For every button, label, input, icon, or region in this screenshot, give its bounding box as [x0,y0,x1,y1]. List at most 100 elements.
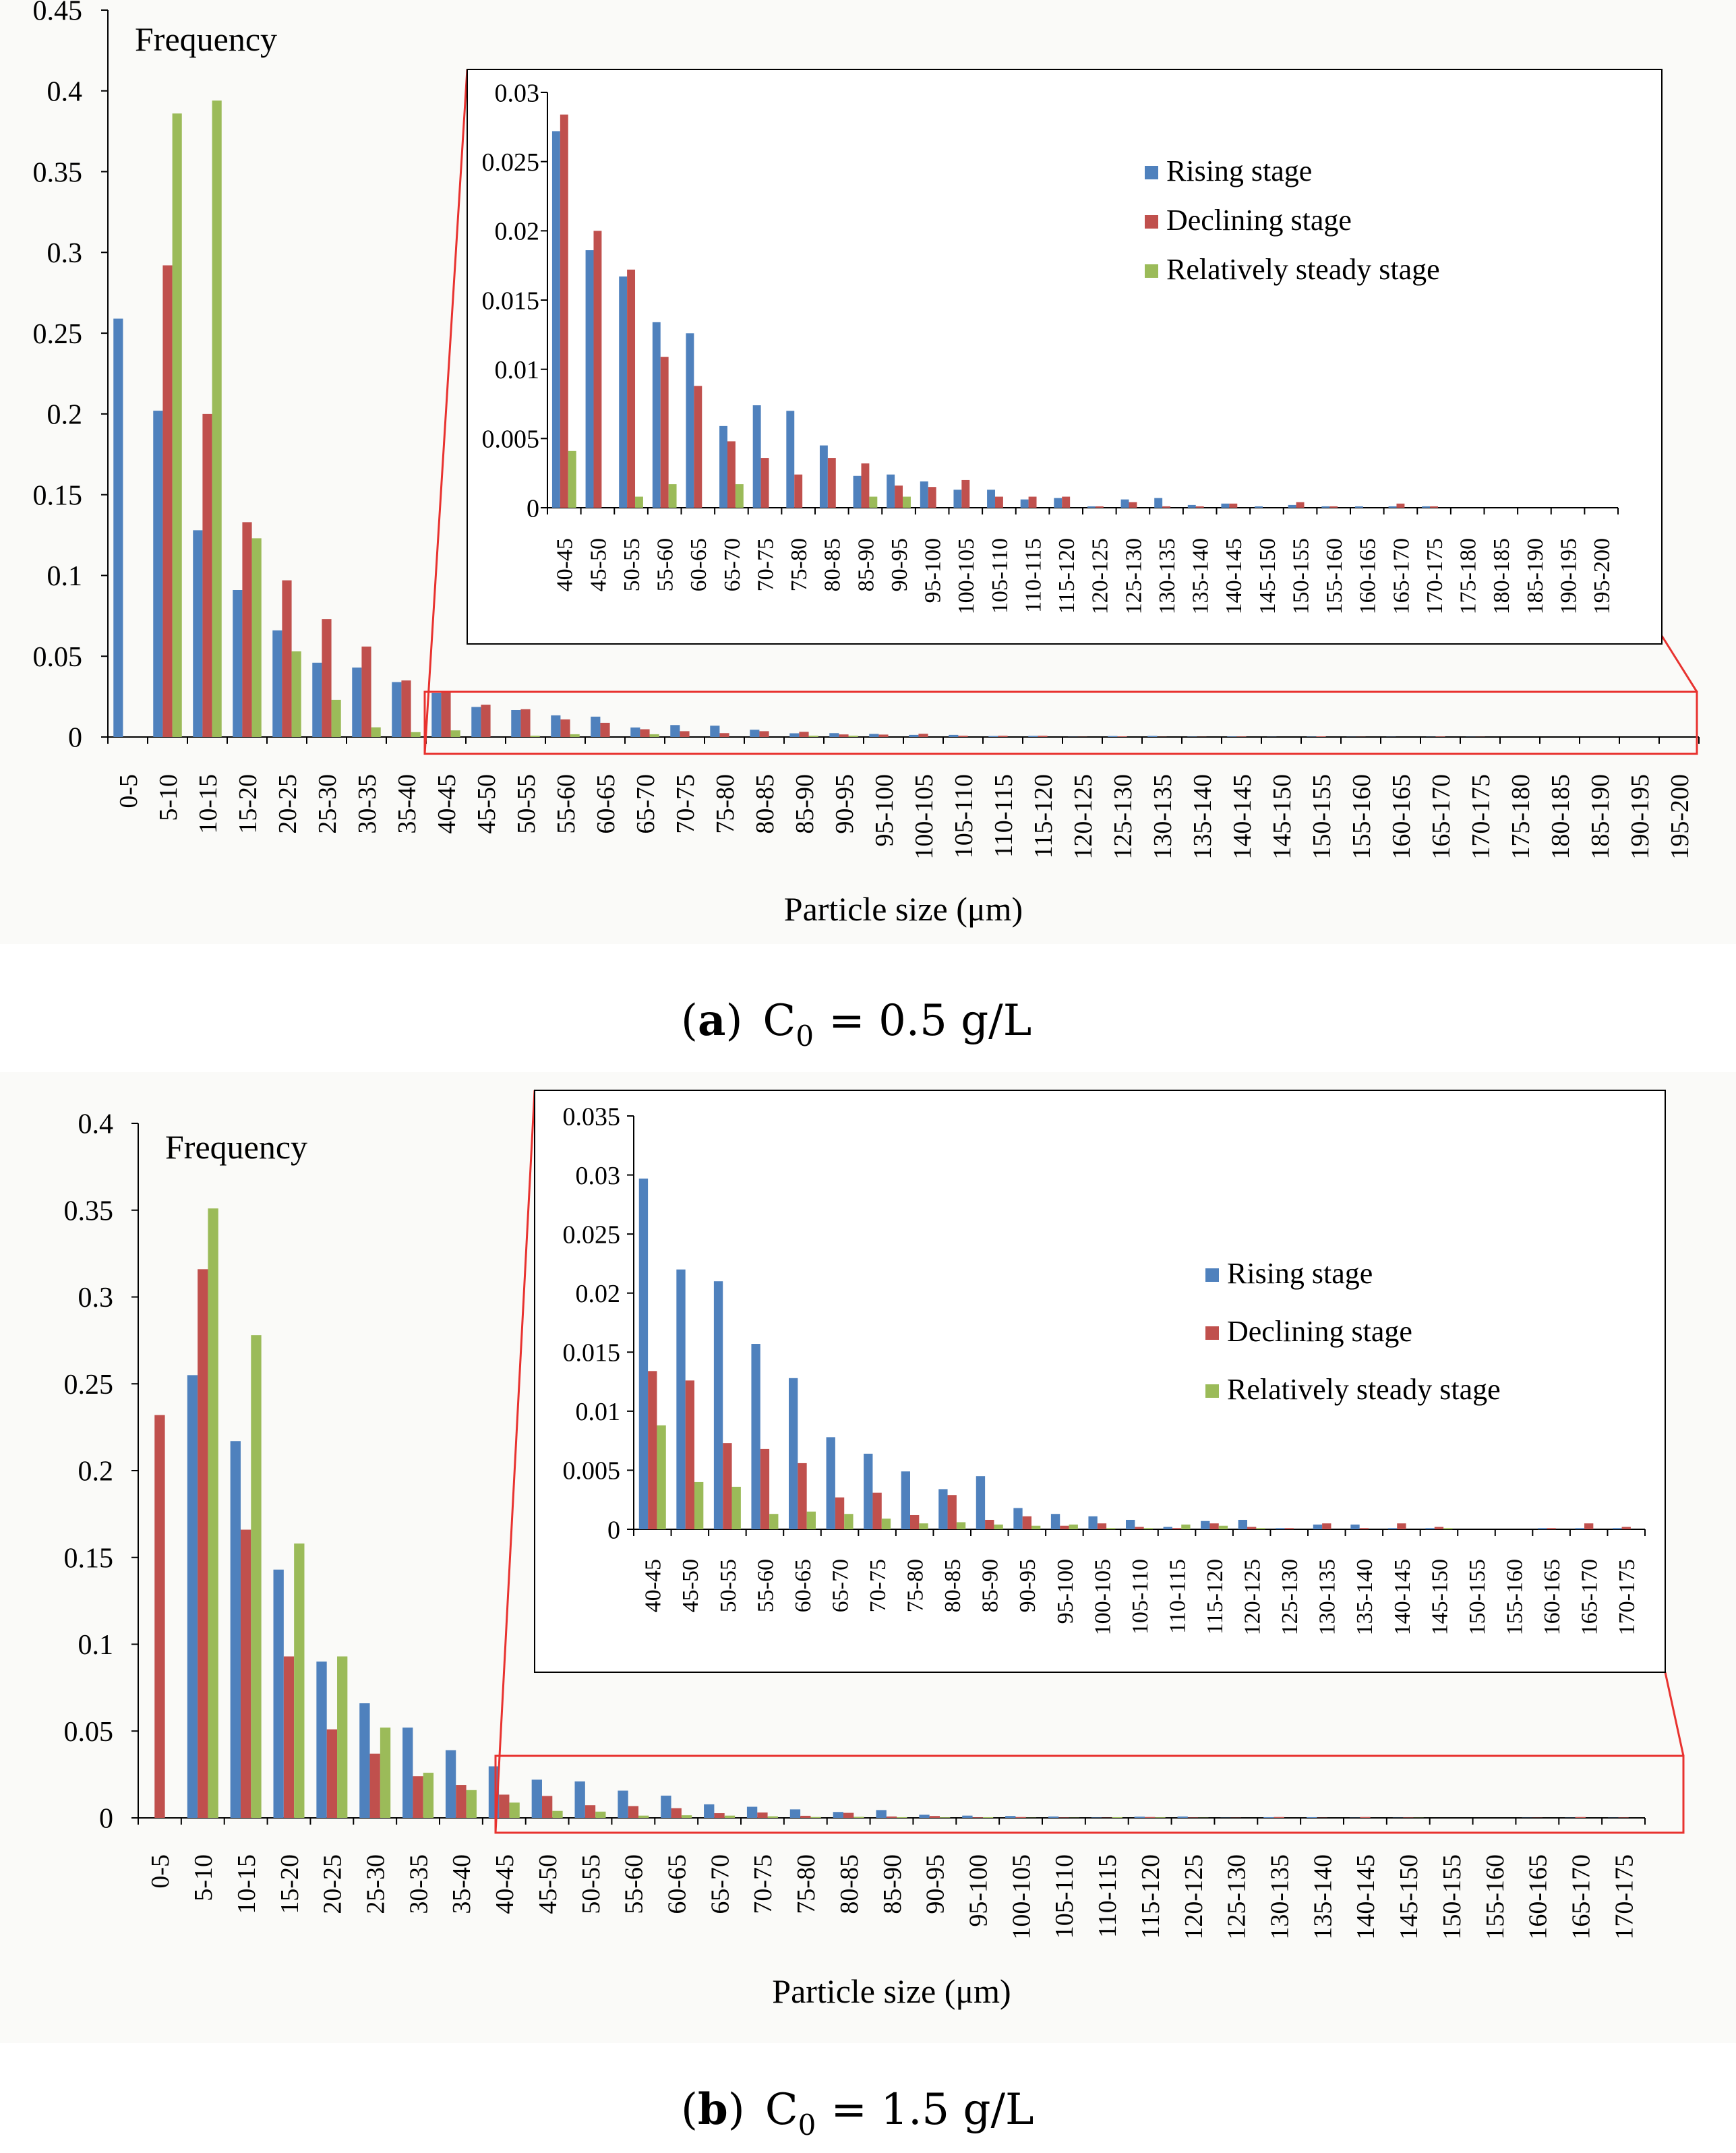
bar-relatively-steady-stage [172,113,182,737]
x-tick-label: 115-120 [1137,1854,1165,1939]
bar-rising-stage [1147,736,1158,737]
x-axis-title: Particle size (μm) [772,1972,1011,2010]
x-tick-label: 20-25 [274,774,302,834]
bar-declining-stage [640,729,650,737]
bar-relatively-steady-stage [844,1514,854,1529]
bar-declining-stage [593,231,602,508]
bar-relatively-steady-stage [638,1815,649,1818]
bar-rising-stage [1321,506,1330,508]
bar-declining-stage [1195,506,1204,508]
bar-relatively-steady-stage [1181,1524,1191,1529]
bar-relatively-steady-stage [735,484,744,508]
bar-relatively-steady-stage [1218,1525,1228,1529]
bar-rising-stage [591,716,601,737]
bar-rising-stage [1013,1508,1023,1529]
bar-relatively-steady-stage [681,1815,692,1818]
bar-declining-stage [162,265,173,737]
bar-rising-stage [710,726,720,737]
bar-declining-stage [929,1816,940,1818]
x-tick-label: 170-175 [1610,1854,1638,1940]
x-tick-label: 135-140 [1189,774,1217,860]
bar-declining-stage [1229,503,1238,508]
bar-declining-stage [1284,1528,1294,1529]
x-tick-label: 75-80 [787,538,812,591]
bar-rising-stage [585,250,594,508]
bar-declining-stage [456,1785,467,1818]
bar-relatively-steady-stage [649,734,659,737]
x-tick-label: 185-190 [1523,538,1548,614]
inset-frame [534,1090,1666,1673]
bar-rising-stage [752,405,761,508]
x-tick-label: 160-165 [1387,774,1416,860]
bar-declining-stage [1015,1817,1026,1818]
bar-rising-stage [869,734,879,737]
x-tick-label: 155-160 [1502,1559,1527,1635]
bar-relatively-steady-stage [552,1810,563,1818]
y-tick-label: 0.3 [78,1282,114,1314]
bar-declining-stage [1435,736,1445,737]
bar-rising-stage [359,1703,370,1818]
x-tick-label: 95-100 [1053,1559,1078,1624]
bar-relatively-steady-stage [1443,1528,1453,1529]
x-tick-label: 15-20 [234,774,262,834]
bar-rising-stage [1263,1817,1274,1818]
x-tick-label: 70-75 [671,774,700,834]
bar-declining-stage [757,1812,768,1818]
x-tick-label: 160-165 [1524,1854,1553,1940]
bar-declining-stage [1296,502,1305,508]
bar-rising-stage [1054,498,1062,508]
legend-swatch [1205,1384,1219,1398]
bar-rising-stage [1238,1519,1247,1529]
bar-relatively-steady-stage [466,1790,477,1818]
bar-rising-stage [1422,506,1431,508]
bar-relatively-steady-stage [1106,1528,1116,1529]
bar-declining-stage [799,732,809,737]
bar-rising-stage [531,1779,542,1818]
x-tick-label: 130-135 [1155,538,1180,614]
bar-rising-stage [704,1804,715,1818]
y-tick-label: 0.01 [495,356,540,384]
x-tick-label: 95-100 [965,1854,993,1927]
bar-declining-stage [998,736,1008,737]
bar-rising-stage [789,1378,798,1529]
legend-swatch [1205,1268,1219,1282]
bar-declining-stage [714,1813,725,1818]
bar-declining-stage [1135,1527,1144,1529]
x-tick-label: 120-125 [1240,1559,1265,1635]
bar-declining-stage [1236,736,1247,737]
bar-relatively-steady-stage [568,450,576,508]
bar-rising-stage [876,1810,887,1818]
x-tick-label: 60-65 [663,1854,692,1914]
bar-declining-stage [910,1514,920,1529]
y-tick-label: 0.4 [47,76,83,107]
x-tick-label: 30-35 [353,774,382,834]
bar-relatively-steady-stage [1112,1817,1123,1818]
bar-declining-stage [685,1380,694,1529]
x-tick-label: 125-130 [1223,1854,1251,1940]
y-tick-label: 0 [527,494,539,523]
bar-declining-stage [1117,736,1127,737]
bar-declining-stage [760,458,769,508]
bar-declining-stage [1060,1525,1069,1529]
x-tick-label: 0-5 [115,774,143,808]
bar-declining-stage [843,1812,854,1818]
bar-rising-stage [853,475,862,508]
caption-a-relation: = 0.5 g/L [829,996,1031,1046]
caption-a-letter: a [698,995,725,1046]
bar-relatively-steady-stage [380,1728,391,1818]
y-tick-label: 0.015 [563,1339,621,1367]
bar-declining-stage [994,496,1003,508]
y-axis-title: Frequency [165,1128,307,1166]
bar-declining-stage [1434,1527,1444,1529]
bar-declining-stage [401,680,411,737]
bar-relatively-steady-stage [769,1514,779,1529]
x-tick-label: 45-50 [586,538,611,591]
x-tick-label: 195-200 [1590,538,1615,614]
bar-declining-stage [1397,1523,1406,1529]
x-tick-label: 135-140 [1309,1854,1337,1940]
x-tick-label: 55-60 [620,1854,649,1914]
bar-rising-stage [1288,504,1296,508]
x-tick-label: 145-150 [1268,774,1296,860]
y-tick-label: 0.1 [47,561,83,592]
